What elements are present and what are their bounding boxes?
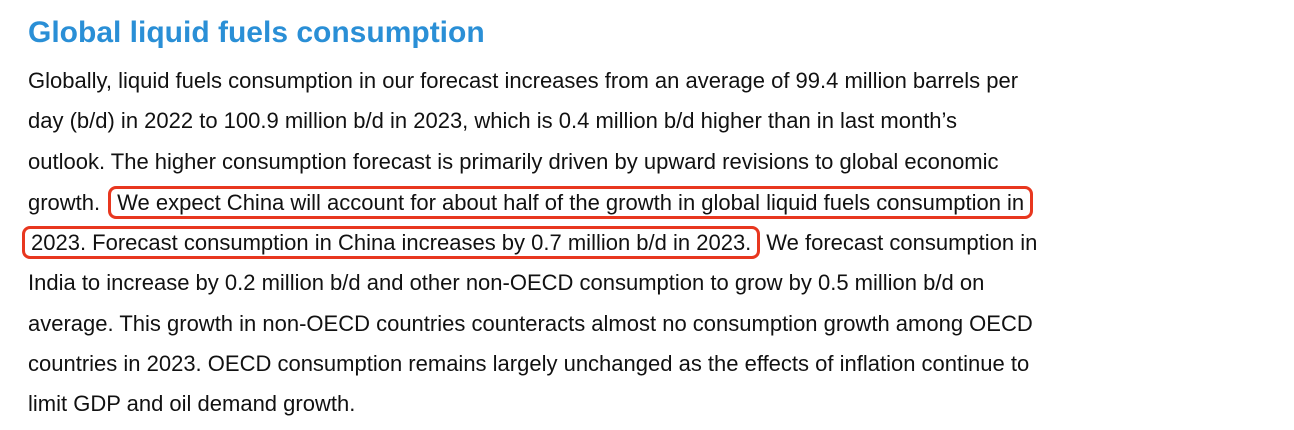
text-line: Globally, liquid fuels consumption in ou… [28,66,1018,96]
text-line: outlook. The higher consumption forecast… [28,147,999,177]
text: We forecast consumption in [766,230,1038,255]
highlighted-text: We expect China will account for about h… [108,186,1034,219]
text-line: India to increase by 0.2 million b/d and… [28,268,984,298]
text-line: growth. We expect China will account for … [28,186,1034,219]
text: average. This growth in non-OECD countri… [28,311,1033,336]
text: outlook. The higher consumption forecast… [28,149,999,174]
text: growth. [28,190,101,215]
text: day (b/d) in 2022 to 100.9 million b/d i… [28,108,958,133]
text: Globally, liquid fuels consumption in ou… [28,68,1019,93]
highlighted-text: 2023. Forecast consumption in China incr… [22,226,761,259]
text-line: countries in 2023. OECD consumption rema… [28,349,1029,379]
text: countries in 2023. OECD consumption rema… [28,351,1030,376]
text-line: limit GDP and oil demand growth. [28,389,355,419]
heading: Global liquid fuels consumption [28,16,485,49]
text-line: day (b/d) in 2022 to 100.9 million b/d i… [28,106,957,136]
text: limit GDP and oil demand growth. [28,391,356,416]
text: India to increase by 0.2 million b/d and… [28,270,985,295]
text-line: 2023. Forecast consumption in China incr… [22,226,1038,259]
text-line: average. This growth in non-OECD countri… [28,309,1033,339]
